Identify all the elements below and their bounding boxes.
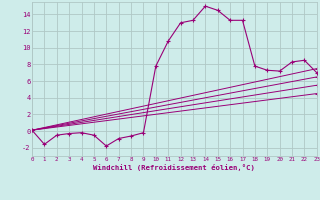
X-axis label: Windchill (Refroidissement éolien,°C): Windchill (Refroidissement éolien,°C) [93, 164, 255, 171]
